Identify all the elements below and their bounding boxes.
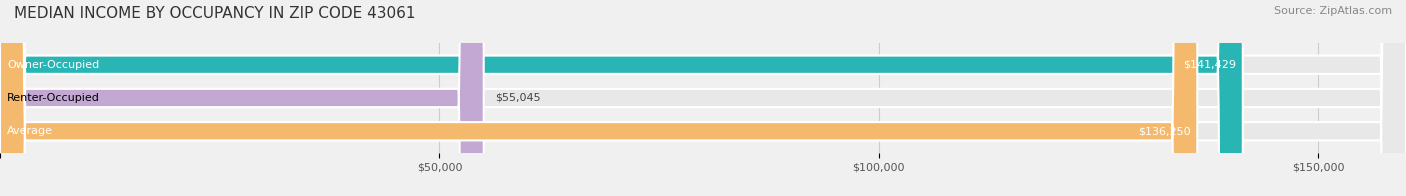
Text: Average: Average xyxy=(7,126,53,136)
Text: Renter-Occupied: Renter-Occupied xyxy=(7,93,100,103)
FancyBboxPatch shape xyxy=(0,0,1198,196)
Text: Owner-Occupied: Owner-Occupied xyxy=(7,60,100,70)
Text: $55,045: $55,045 xyxy=(495,93,540,103)
FancyBboxPatch shape xyxy=(0,0,484,196)
Text: MEDIAN INCOME BY OCCUPANCY IN ZIP CODE 43061: MEDIAN INCOME BY OCCUPANCY IN ZIP CODE 4… xyxy=(14,6,416,21)
Text: $136,250: $136,250 xyxy=(1137,126,1191,136)
Text: Source: ZipAtlas.com: Source: ZipAtlas.com xyxy=(1274,6,1392,16)
Text: $141,429: $141,429 xyxy=(1182,60,1236,70)
FancyBboxPatch shape xyxy=(0,0,1243,196)
